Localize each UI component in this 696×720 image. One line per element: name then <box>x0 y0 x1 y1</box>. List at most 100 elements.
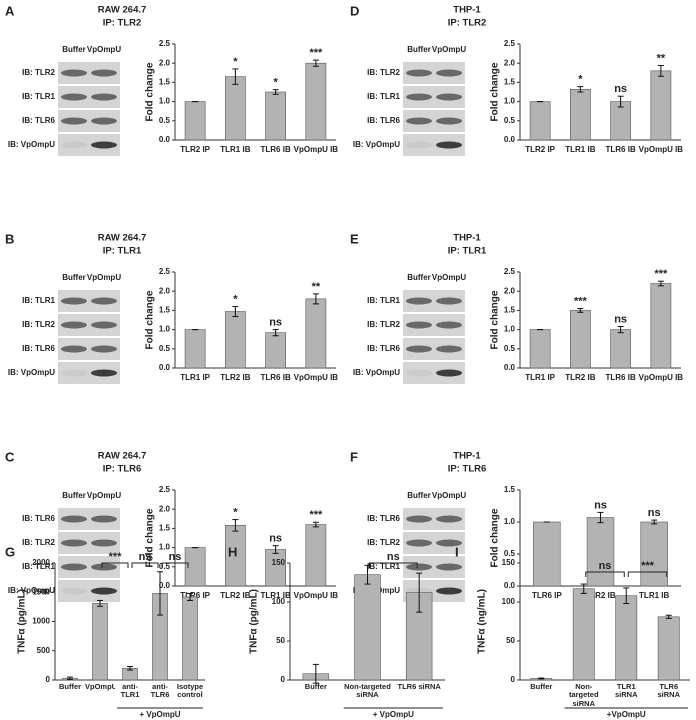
blot-strip <box>403 62 465 84</box>
panel-title: THP-1 <box>453 5 481 16</box>
y-tick-label: 2.5 <box>159 39 171 48</box>
bracket <box>369 562 418 568</box>
x-tick-label: TLR1 siRNA <box>614 683 638 700</box>
y-axis-label: Fold change <box>145 62 156 121</box>
significance: ** <box>312 281 321 293</box>
panel-title: RAW 264.7 <box>98 5 147 16</box>
blot-row-label: IB: TLR1 <box>22 296 55 305</box>
x-tick-label: TLR2 IP <box>180 145 210 154</box>
blot-band <box>61 539 87 547</box>
blot-band <box>406 297 432 305</box>
y-axis-label: Fold change <box>145 508 156 567</box>
bracket <box>627 571 668 578</box>
blot-row-label: IB: VpOmpU <box>8 140 55 149</box>
panel-letter: D <box>350 3 359 18</box>
panel-letter: E <box>350 231 359 246</box>
y-tick-label: 2.5 <box>159 267 171 276</box>
y-tick-label: 1.5 <box>159 78 171 87</box>
blot-strip <box>58 532 120 554</box>
x-tick-label: TLR1 IB <box>220 145 250 154</box>
blot-row-label: IB: TLR2 <box>367 320 400 329</box>
y-tick-label: 0.0 <box>504 135 516 144</box>
blot-band <box>91 117 117 125</box>
y-axis-label: TNFα (pg/mL) <box>249 589 260 654</box>
blot-row-label: IB: TLR6 <box>367 116 400 125</box>
x-tick-label: VpOmpU IB <box>294 373 339 382</box>
y-tick-label: 2000 <box>32 558 50 567</box>
y-tick-label: 1.5 <box>504 485 516 494</box>
blot-band <box>436 69 462 77</box>
y-tick-label: 2.5 <box>504 39 516 48</box>
y-tick-label: 1.0 <box>159 543 171 552</box>
panel-letter: C <box>5 449 15 464</box>
bar <box>572 588 595 681</box>
panel-subtitle: IP: TLR2 <box>103 18 142 29</box>
blot-row-label: IB: TLR1 <box>22 92 55 101</box>
blot-band <box>61 141 87 149</box>
blot-strip <box>58 110 120 132</box>
lane-label: Buffer <box>62 273 86 282</box>
y-tick-label: 1.5 <box>504 78 516 87</box>
significance: *** <box>574 295 588 307</box>
blot-band <box>406 69 432 77</box>
y-tick-label: 1500 <box>32 587 50 596</box>
x-tick-label: TLR1 IB <box>565 145 595 154</box>
bar <box>265 91 286 141</box>
blot-strip <box>403 508 465 530</box>
x-tick-label: VpOmpU IB <box>294 145 339 154</box>
y-tick-label: 50 <box>276 636 285 645</box>
bracket <box>101 562 129 568</box>
y-axis-label: Fold change <box>145 290 156 349</box>
blot-band <box>61 345 87 353</box>
bar <box>184 329 206 369</box>
significance: * <box>233 293 238 305</box>
blot-band <box>436 141 462 149</box>
blot-band <box>91 321 117 329</box>
blot-row-label: IB: TLR2 <box>22 320 55 329</box>
x-label-box: Isotype control <box>176 683 204 700</box>
x-tick-label: Non-targeted siRNA <box>568 683 599 707</box>
x-tick-label: VpOmpU <box>85 683 115 691</box>
lane-label: VpOmpU <box>87 273 121 282</box>
blot-row-label: IB: TLR1 <box>367 92 400 101</box>
bar <box>529 101 551 141</box>
y-tick-label: 0 <box>281 675 286 684</box>
lane-label: Buffer <box>62 45 86 54</box>
y-axis-label: TNFα (ng/mL) <box>477 589 488 654</box>
y-tick-label: 100 <box>502 597 516 606</box>
bar <box>650 283 672 369</box>
blot-band <box>406 321 432 329</box>
x-label-box: VpOmpU <box>85 683 115 691</box>
significance: * <box>273 77 278 89</box>
y-axis-label: Fold change <box>490 508 501 567</box>
x-tick-label: Buffer <box>304 683 327 691</box>
blot-band <box>91 345 117 353</box>
blot-band <box>406 563 432 571</box>
blot-band <box>406 345 432 353</box>
bar <box>305 62 327 141</box>
x-tick-label: Isotype control <box>176 683 204 700</box>
significance: * <box>233 56 238 68</box>
significance: ns <box>648 507 661 519</box>
bar <box>533 521 561 587</box>
y-tick-label: 0.5 <box>159 562 171 571</box>
group-label: + VpOmpU <box>373 710 414 719</box>
blot-band <box>436 563 462 571</box>
bar <box>305 298 327 369</box>
blot-band <box>436 587 462 595</box>
blot-strip <box>403 290 465 312</box>
significance: *** <box>654 268 668 280</box>
bracket-label: ns <box>599 560 612 572</box>
x-tick-label: TLR6 IP <box>532 591 562 600</box>
x-tick-label: TLR1 IP <box>180 373 210 382</box>
panel-title: THP-1 <box>453 451 481 462</box>
y-tick-label: 500 <box>37 646 51 655</box>
blot-band <box>436 297 462 305</box>
blot-strip <box>58 134 120 156</box>
bracket <box>585 571 625 578</box>
y-tick-label: 0.0 <box>159 135 171 144</box>
bar <box>225 311 246 369</box>
lane-label: VpOmpU <box>432 491 466 500</box>
panel-subtitle: IP: TLR1 <box>103 246 142 257</box>
